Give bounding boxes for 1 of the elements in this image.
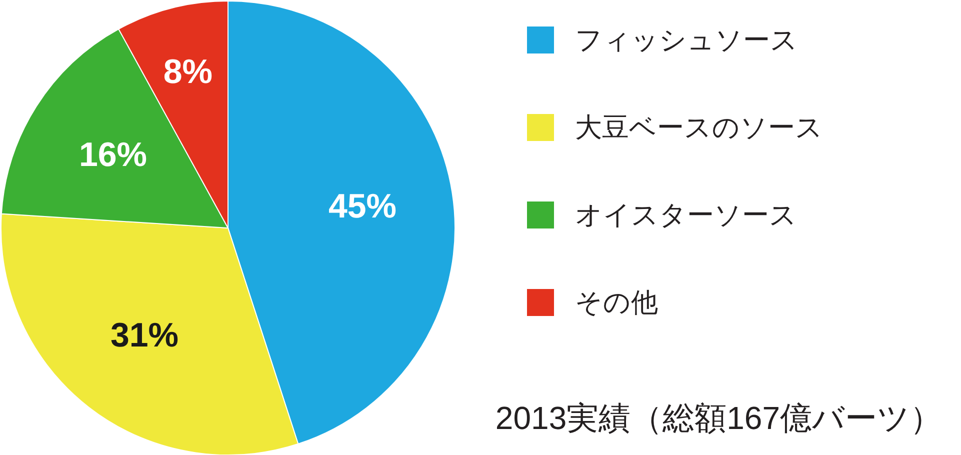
annotation: 2013実績（総額167億バーツ） xyxy=(495,400,942,436)
